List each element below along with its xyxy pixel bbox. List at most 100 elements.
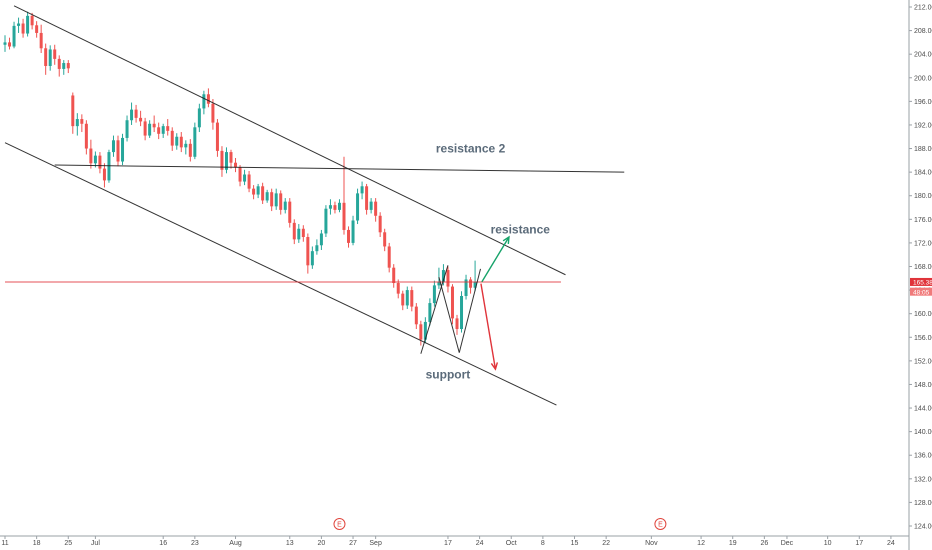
price-tick-label: 152.00 [914,358,932,365]
candle-body [30,15,34,26]
candle-body [143,121,147,136]
candle-body [111,140,115,153]
candle-body [347,229,351,243]
candle-body [98,155,102,169]
time-tick-label: 18 [33,540,41,547]
price-tag [910,287,932,296]
candle-body [89,148,93,164]
price-axis[interactable]: 212.00 208.00 204.00 200.00 196.00 192.00 188.… [908,0,932,550]
candle-body [35,25,39,33]
candle-body [301,228,305,238]
candle-body [450,286,454,319]
candle-body [66,63,70,69]
candle-body [188,143,192,157]
candle-body [464,279,468,296]
price-tick-label: 132.00 [914,476,932,483]
time-axis[interactable]: 11 18 25 Jul 16 23 Aug 13 20 27 Sep 17 24 Oct 8 15 22 Nov… [0,535,909,547]
price-tick-label: 160.00 [914,311,932,318]
candle-body [365,186,369,210]
candle-body [374,201,378,216]
candle-body [392,267,396,284]
candle-body [197,108,201,128]
time-tick-label: Aug [229,540,242,547]
candle-body [405,290,409,306]
price-tick-label: 192.00 [914,122,932,129]
candle-body [134,109,138,118]
candle-body [44,48,48,66]
candle-body [356,193,360,221]
candle-body [428,303,432,322]
up-arrow [481,236,510,283]
candle-body [265,192,269,201]
candle-body [184,143,188,148]
price-tags: 165.38 48:05 [910,277,932,296]
candle-body [238,167,242,182]
candle-body [93,155,97,164]
time-tick-label: 8 [541,540,545,547]
candle-body [170,130,174,146]
candle-body [229,152,233,163]
candle-body [62,63,66,69]
candle-body [125,120,129,138]
candle-body [274,193,278,207]
candle-body [310,251,314,266]
candle-body [446,270,450,287]
price-tick-label: 184.00 [914,170,932,177]
candle-body [75,119,79,127]
candle-body [130,109,134,121]
candle-body [288,201,292,223]
time-tick-label: Nov [645,540,658,547]
candle-body [220,150,224,170]
earnings-marker-label: E [658,522,663,529]
price-tick-label: 196.00 [914,99,932,106]
candle-body [423,321,427,340]
time-tick-label: 19 [729,540,737,547]
candle-body [437,281,441,286]
candle-body [80,119,84,124]
candle-body [460,295,464,330]
candle-body [256,186,260,195]
price-tick-label: 176.00 [914,217,932,224]
candle-body [315,245,319,252]
candle-body [328,205,332,209]
candle-body [8,42,12,47]
candle-body [252,188,256,195]
support-label: support [426,368,471,382]
candle-body [139,117,143,122]
candle-body [234,162,238,168]
candle-body [342,202,346,230]
time-tick-label: Sep [369,540,382,547]
candle-body [419,324,423,340]
candle-body [215,122,219,151]
resistance-2-label: resistance 2 [436,142,506,156]
time-tick-label: 26 [760,540,768,547]
time-tick-label: 15 [571,540,579,547]
candle-body [26,15,30,34]
annotations: resistance 2 resistance support E E [333,142,667,530]
time-tick-label: 13 [286,540,294,547]
time-tick-label: 17 [444,540,452,547]
candle-body [455,318,459,330]
time-tick-label: 24 [887,540,895,547]
candle-body [414,306,418,325]
time-tick-label: 12 [697,540,705,547]
up-arrow-head [502,235,510,245]
candle-body [206,94,210,104]
candle-body [337,202,341,210]
time-tick-label: 20 [318,540,326,547]
pattern-leg-3 [458,268,481,353]
candle-body [211,103,215,123]
pattern-leg-2 [438,276,460,353]
candle-body [319,233,323,246]
candle-body [387,246,391,268]
time-tick-label: 27 [349,540,357,547]
candle-body [71,95,75,127]
candles [3,11,477,346]
lower-channel [4,142,557,406]
time-tick-label: 17 [855,540,863,547]
down-arrow [480,283,497,370]
pattern-leg-1 [420,265,449,354]
price-tick-label: 212.00 [914,5,932,12]
